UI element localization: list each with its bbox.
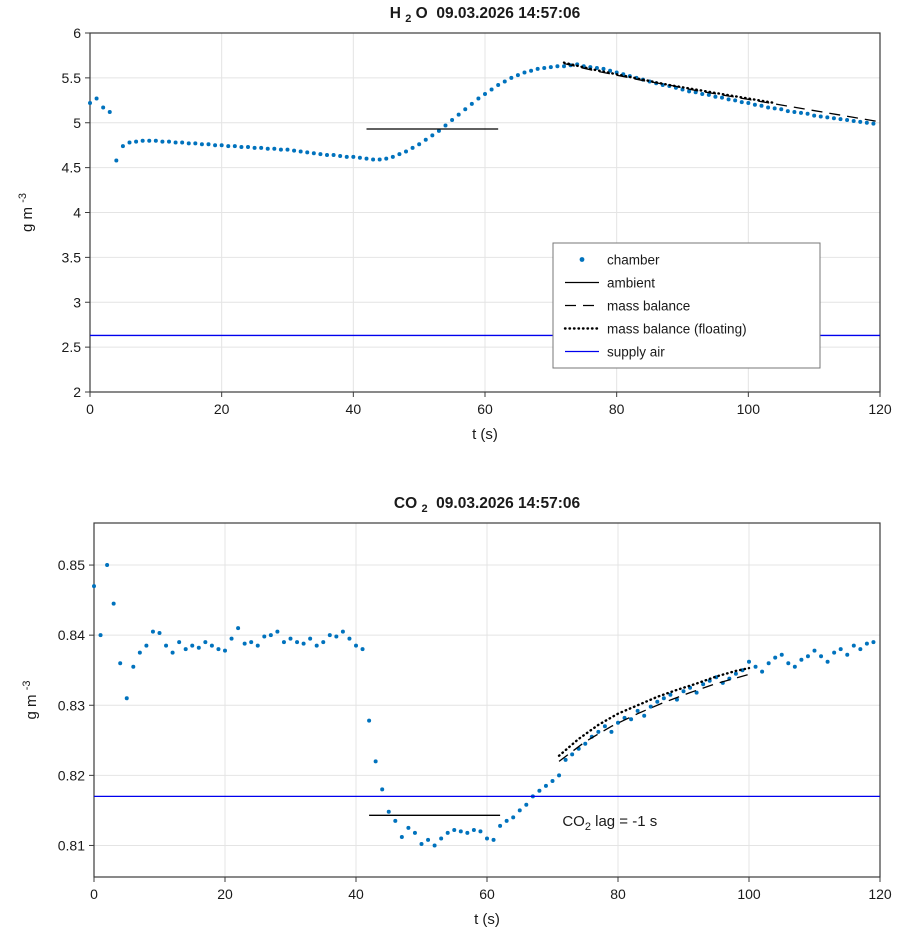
- x-axis-label: t (s): [472, 426, 498, 443]
- y-axis-label: g m -3: [21, 681, 40, 720]
- x-tick-label: 20: [217, 886, 233, 902]
- legend-label-ambient: ambient: [607, 275, 655, 290]
- x-tick-label: 40: [348, 886, 364, 902]
- y-tick-label: 4: [73, 205, 81, 221]
- x-tick-label: 120: [868, 886, 892, 902]
- h2o-chart: 0 20 40 60 80 100 120 2 2.5 3 3.5 4 4.5 5 5.5 6 chamber a…: [17, 5, 892, 443]
- chart-title: CO 2 09.03.2026 14:57:06: [394, 495, 581, 515]
- legend-label-mass-balance: mass balance: [607, 298, 690, 313]
- y-tick-label: 2.5: [62, 339, 82, 355]
- x-tick-label: 80: [609, 401, 625, 417]
- y-tick-label: 3.5: [62, 249, 82, 265]
- y-tick-label: 2: [73, 384, 81, 400]
- x-tick-label: 100: [737, 401, 761, 417]
- x-tick-label: 0: [86, 401, 94, 417]
- x-tick-label: 0: [90, 886, 98, 902]
- x-tick-label: 20: [214, 401, 230, 417]
- x-tick-label: 40: [346, 401, 362, 417]
- axis-ticks: 0 20 40 60 80 100 120 0.81 0.82 0.83 0.84 0.85: [58, 557, 892, 902]
- y-tick-label: 0.84: [58, 627, 85, 643]
- y-tick-label: 5: [73, 115, 81, 131]
- x-tick-label: 80: [610, 886, 626, 902]
- legend-marker-chamber: [579, 257, 585, 262]
- y-axis-label: g m -3: [17, 193, 36, 232]
- y-tick-label: 6: [73, 25, 81, 41]
- x-tick-label: 60: [479, 886, 495, 902]
- series-mass-balance-floating: [557, 666, 751, 757]
- y-tick-label: 4.5: [62, 160, 82, 176]
- x-tick-label: 60: [477, 401, 493, 417]
- grid-lines: [93, 523, 881, 877]
- legend-label-mass-balance-floating: mass balance (floating): [607, 321, 747, 336]
- x-tick-label: 120: [868, 401, 892, 417]
- y-tick-label: 0.82: [58, 767, 85, 783]
- series-mass-balance: [558, 673, 750, 762]
- y-tick-label: 0.83: [58, 697, 85, 713]
- x-axis-label: t (s): [474, 911, 500, 928]
- legend: chamber ambient mass balance mass balance (…: [552, 242, 821, 369]
- x-tick-label: 100: [737, 886, 761, 902]
- axis-ticks: 0 20 40 60 80 100 120 2 2.5 3 3.5 4 4.5 5 5.5 6: [62, 25, 892, 417]
- y-tick-label: 3: [73, 294, 81, 310]
- y-tick-label: 5.5: [62, 70, 82, 86]
- legend-box: [552, 242, 821, 369]
- annotation: CO2 lag = -1 s: [562, 813, 657, 833]
- series-mass-balance-floating: [562, 61, 776, 105]
- legend-label-chamber: chamber: [607, 252, 660, 267]
- series-chamber: [92, 563, 876, 848]
- co2-chart: 0 20 40 60 80 100 120 0.81 0.82 0.83 0.84 0.85 CO2 l…: [21, 495, 892, 928]
- series-mass-balance: [563, 62, 881, 123]
- y-tick-label: 0.81: [58, 837, 85, 853]
- legend-label-supply-air: supply air: [607, 344, 665, 359]
- chart-title: H 2 O 09.03.2026 14:57:06: [390, 5, 581, 25]
- y-tick-label: 0.85: [58, 557, 85, 573]
